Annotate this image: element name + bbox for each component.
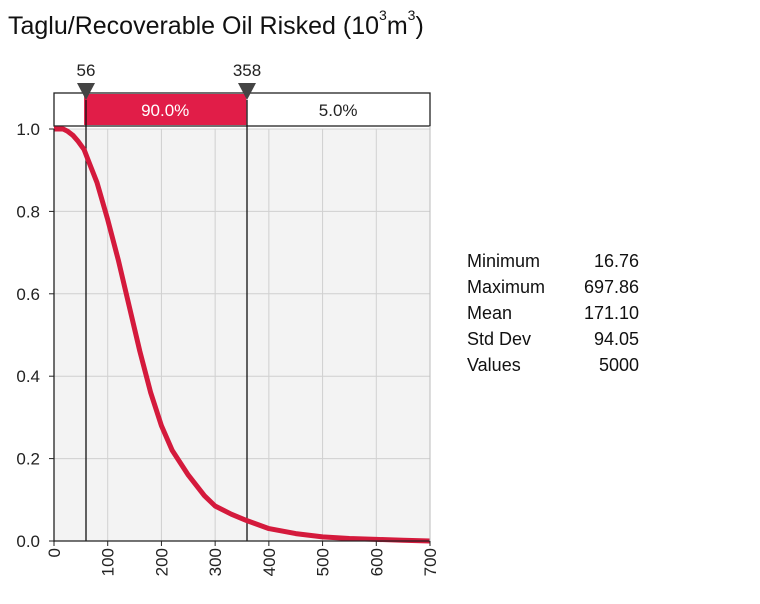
left-delimiter-triangle-icon[interactable] — [77, 83, 95, 100]
stat-row: Std Dev 94.05 — [467, 326, 639, 352]
y-tick-label: 1.0 — [16, 120, 40, 139]
right-delimiter-label: 358 — [233, 61, 261, 80]
chart-title-text: Taglu/Recoverable Oil Risked (10 — [8, 12, 380, 40]
x-tick-label: 700 — [421, 548, 440, 576]
left-delimiter[interactable]: 56 — [77, 61, 96, 541]
stat-value: 94.05 — [593, 329, 639, 349]
stat-label: Minimum — [467, 251, 541, 271]
stat-row: Mean 171.10 — [467, 300, 639, 326]
y-tick-label: 0.6 — [16, 285, 40, 304]
stat-label: Values — [467, 355, 521, 375]
left-delimiter-label: 56 — [77, 61, 96, 80]
stat-value: 697.86 — [583, 277, 639, 297]
chart-title-sup-1: 3 — [379, 7, 387, 23]
right-delimiter-triangle-icon[interactable] — [238, 83, 256, 100]
y-tick-label: 0.0 — [16, 532, 40, 551]
x-tick-label: 600 — [367, 548, 386, 576]
x-tick-label: 0 — [45, 548, 64, 557]
stat-row: Minimum 16.76 — [467, 248, 639, 274]
band-5-percent-label: 5.0% — [319, 101, 358, 120]
right-delimiter[interactable]: 358 — [233, 61, 261, 541]
x-tick-label: 400 — [260, 548, 279, 576]
y-tick-label: 0.8 — [16, 202, 40, 221]
stat-label: Maximum — [467, 277, 546, 297]
stat-value: 171.10 — [583, 303, 639, 323]
x-tick-labels: 0 100 200 300 400 500 600 700 — [45, 541, 440, 576]
statistics-panel: Minimum 16.76 Maximum 697.86 Mean 171.10 Std D… — [467, 248, 639, 378]
y-tick-label: 0.4 — [16, 367, 40, 386]
y-tick-labels: 0.0 0.2 0.4 0.6 0.8 1.0 — [16, 120, 54, 551]
chart-title-sup-2: 3 — [407, 7, 416, 23]
delimiter-bar[interactable]: 90.0% 5.0% — [53, 92, 431, 127]
x-tick-label: 500 — [314, 548, 333, 576]
stat-value: 16.76 — [593, 251, 639, 271]
x-tick-label: 100 — [99, 548, 118, 576]
band-90-percent[interactable] — [84, 94, 247, 125]
stat-row: Values 5000 — [467, 352, 639, 378]
cumulative-curve — [54, 126, 431, 544]
chart-title-end: ) — [415, 12, 424, 40]
stat-value: 5000 — [598, 355, 639, 375]
stat-label: Mean — [467, 303, 513, 323]
x-tick-label: 200 — [152, 548, 171, 576]
band-90-percent-label: 90.0% — [141, 101, 189, 120]
plot-background — [54, 129, 430, 541]
chart-title: Taglu/Recoverable Oil Risked (103m3) — [8, 7, 424, 41]
y-tick-label: 0.2 — [16, 450, 40, 469]
chart-title-unit: m — [386, 12, 408, 40]
stat-row: Maximum 697.86 — [467, 274, 639, 300]
x-tick-label: 300 — [206, 548, 225, 576]
stat-label: Std Dev — [467, 329, 532, 349]
